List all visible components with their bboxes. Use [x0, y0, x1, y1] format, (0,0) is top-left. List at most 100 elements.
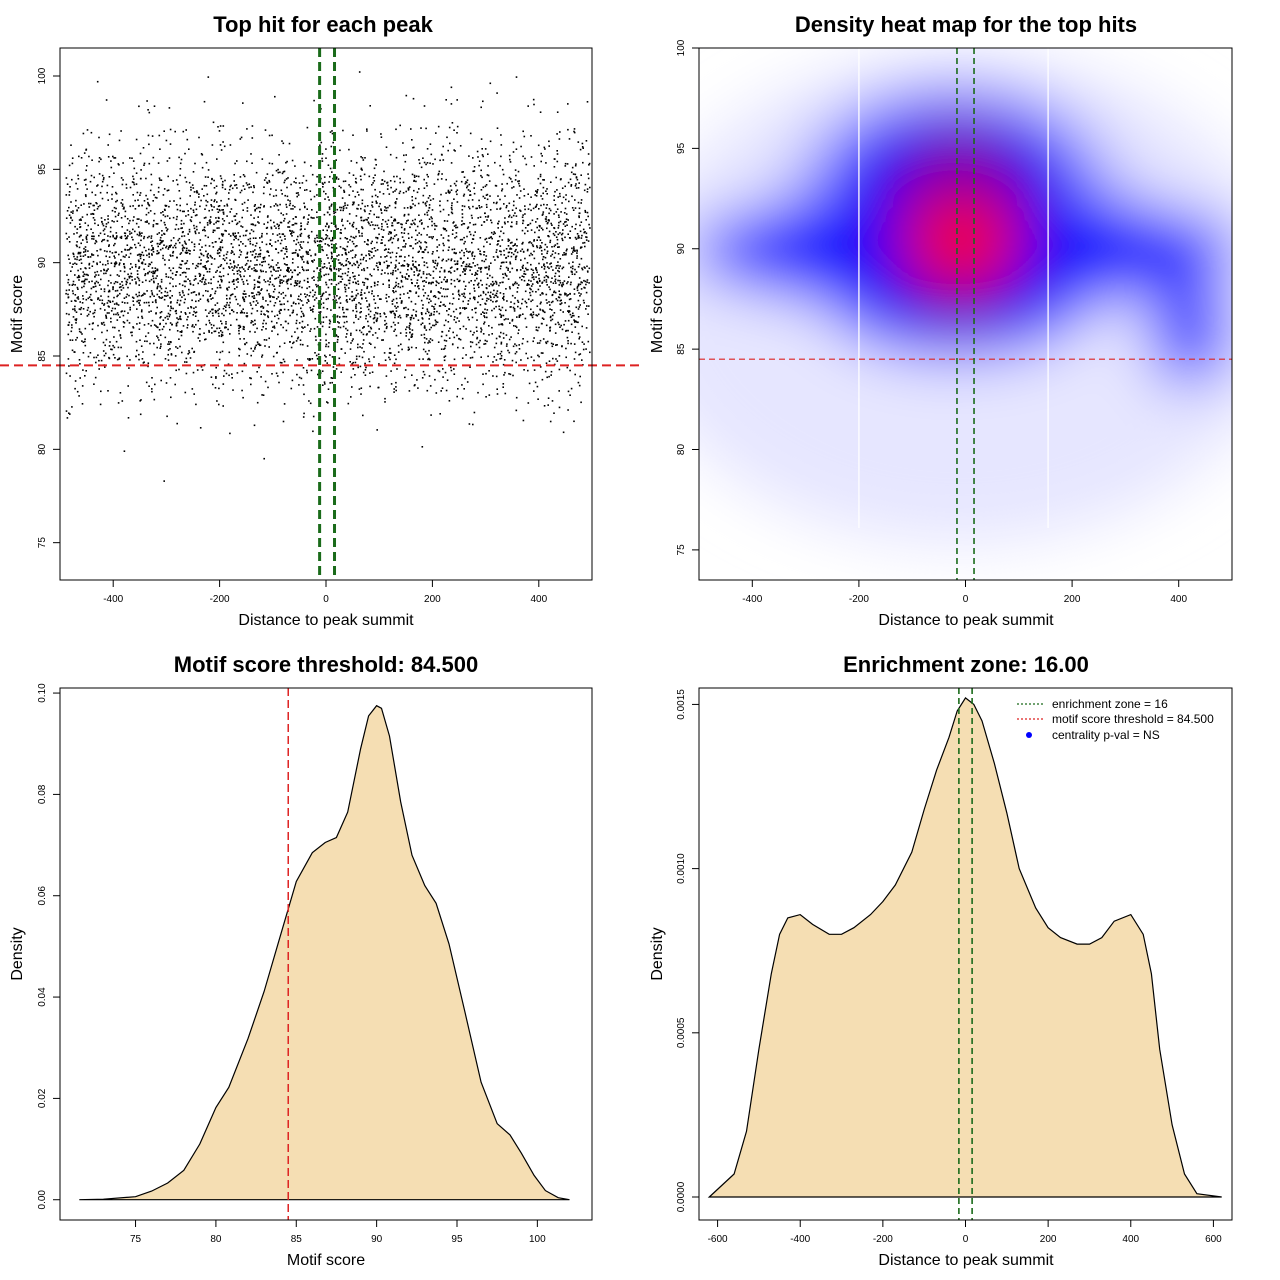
scatter-point — [484, 238, 486, 241]
scatter-point — [227, 328, 229, 331]
scatter-point — [550, 281, 552, 283]
scatter-point — [164, 316, 167, 319]
scatter-point — [213, 200, 215, 203]
scatter-point — [488, 267, 490, 269]
scatter-point — [437, 178, 439, 181]
scatter-point — [154, 383, 156, 386]
scatter-point — [94, 376, 97, 379]
scatter-point — [510, 178, 512, 180]
scatter-point — [171, 272, 174, 275]
scatter-point — [535, 195, 538, 197]
scatter-point — [526, 340, 529, 343]
scatter-point — [167, 305, 169, 307]
scatter-point — [92, 232, 94, 234]
scatter-point — [476, 330, 478, 332]
scatter-point — [581, 267, 583, 270]
scatter-point — [270, 188, 272, 190]
scatter-point — [423, 161, 426, 164]
scatter-point — [111, 348, 113, 351]
scatter-point — [285, 281, 288, 283]
scatter-point — [79, 234, 82, 237]
scatter-point — [545, 190, 547, 192]
scatter-point — [532, 269, 534, 272]
scatter-point — [569, 292, 571, 295]
scatter-point — [349, 276, 351, 279]
scatter-point — [453, 149, 455, 151]
scatter-point — [247, 199, 249, 201]
scatter-point — [193, 249, 195, 251]
scatter-point — [480, 253, 482, 256]
scatter-point — [575, 163, 577, 165]
scatter-point — [371, 256, 373, 259]
scatter-point — [353, 321, 355, 324]
scatter-point — [342, 129, 344, 132]
scatter-point — [507, 349, 509, 352]
scatter-point — [525, 267, 527, 270]
scatter-point — [413, 189, 415, 192]
scatter-point — [318, 311, 320, 314]
scatter-point — [138, 260, 140, 263]
scatter-point — [558, 293, 561, 296]
scatter-point — [76, 241, 78, 243]
scatter-point — [534, 231, 536, 234]
scatter-point — [186, 318, 188, 321]
scatter-point — [415, 291, 418, 294]
scatter-point — [433, 311, 436, 313]
scatter-point — [557, 321, 559, 324]
scatter-point — [397, 344, 400, 347]
scatter-point — [554, 158, 556, 160]
scatter-point — [338, 262, 341, 264]
scatter-point — [484, 216, 487, 218]
scatter-point — [148, 235, 150, 238]
scatter-point — [362, 343, 364, 345]
scatter-point — [98, 359, 100, 362]
scatter-point — [348, 251, 350, 254]
scatter-point — [433, 222, 436, 225]
scatter-point — [535, 267, 537, 269]
scatter-point — [101, 174, 104, 177]
scatter-point — [100, 359, 103, 362]
scatter-point — [453, 182, 456, 185]
scatter-point — [556, 150, 558, 152]
scatter-point — [228, 297, 231, 300]
scatter-point — [352, 174, 355, 176]
scatter-point — [148, 301, 150, 304]
scatter-point — [521, 248, 524, 251]
scatter-point — [471, 273, 473, 275]
scatter-point — [289, 341, 291, 343]
scatter-point — [117, 214, 120, 216]
scatter-point — [387, 265, 389, 268]
scatter-point — [178, 190, 181, 192]
scatter-point — [587, 313, 589, 315]
scatter-point — [456, 268, 459, 270]
scatter-point — [384, 401, 386, 403]
scatter-point — [91, 254, 93, 256]
scatter-point — [314, 253, 317, 255]
scatter-point — [299, 244, 301, 246]
scatter-point — [580, 221, 583, 223]
scatter-point — [93, 235, 95, 238]
scatter-point — [494, 184, 497, 187]
scatter-point — [162, 254, 164, 257]
scatter-point — [346, 204, 349, 206]
scatter-point — [555, 358, 557, 360]
scatter-point — [285, 213, 288, 215]
scatter-point — [268, 162, 271, 165]
scatter-point — [578, 336, 581, 338]
scatter-point — [317, 244, 319, 247]
scatter-point — [71, 157, 74, 159]
scatter-point — [158, 329, 161, 331]
scatter-point — [140, 310, 143, 313]
scatter-point — [199, 221, 201, 224]
scatter-point — [351, 240, 354, 243]
scatter-point — [252, 324, 255, 326]
scatter-point — [366, 130, 368, 132]
scatter-point — [589, 186, 591, 189]
scatter-point — [214, 387, 217, 389]
scatter-point — [131, 276, 133, 278]
scatter-point — [239, 271, 242, 273]
scatter-point — [179, 209, 182, 212]
scatter-point — [249, 275, 251, 277]
scatter-point — [367, 313, 370, 316]
scatter-point — [203, 217, 206, 219]
